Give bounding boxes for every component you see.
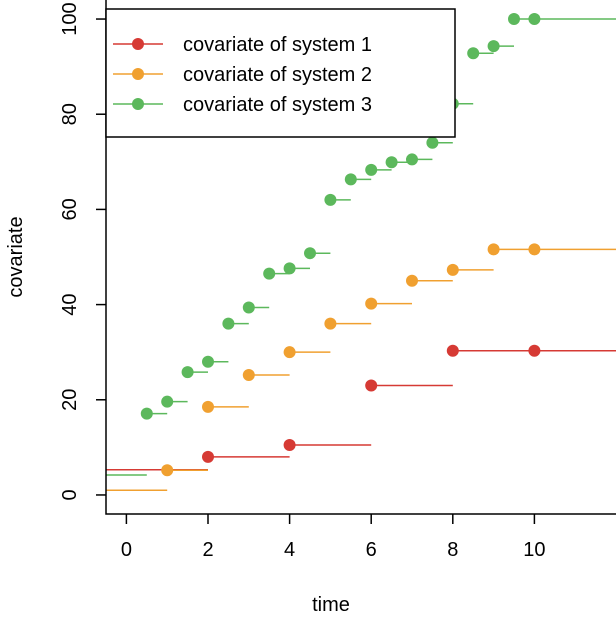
data-point [487,40,500,53]
data-point [202,450,214,463]
data-point [222,317,235,330]
data-point [528,13,541,26]
data-point [528,243,541,256]
data-point [161,395,174,408]
plot-frame [105,0,616,515]
legend-item: covariate of system 2 [113,64,372,86]
y-tick-label: 0 [59,489,81,500]
x-tick-label: 8 [447,539,458,561]
y-tick-label: 40 [59,293,81,315]
data-point [344,173,357,186]
legend-marker [132,68,144,80]
data-point [446,344,459,357]
series-layer [106,13,616,491]
data-point [202,355,214,368]
x-tick-label: 0 [121,539,132,561]
data-point [426,136,439,149]
legend-item: covariate of system 3 [113,94,372,116]
data-point [242,369,255,382]
legend: covariate of system 1 covariate of system… [105,8,456,138]
data-point [242,301,255,314]
data-point [140,407,153,420]
legend-box [105,8,456,138]
data-point [406,153,418,166]
legend-label: covariate of system 3 [183,94,372,116]
data-point [283,346,296,359]
data-point [181,366,194,379]
data-point [283,262,296,275]
legend-label: covariate of system 1 [183,34,372,56]
legend-item: covariate of system 1 [113,34,372,56]
y-axis-label: covariate [5,216,27,297]
data-point [365,379,378,392]
series-1 [106,344,616,471]
data-point [406,274,418,287]
data-point [202,400,214,413]
legend-marker [132,98,144,110]
data-point [365,163,378,176]
data-point [304,247,316,260]
data-point [283,438,296,451]
data-point [467,47,480,60]
data-point [161,464,174,477]
x-tick-label: 4 [284,539,295,561]
x-tick-label: 2 [202,539,213,561]
data-point [263,267,276,280]
legend-label: covariate of system 2 [183,64,372,86]
data-point [508,13,520,26]
series-3 [106,13,616,476]
data-point [528,344,541,357]
y-tick-label: 80 [59,103,81,125]
data-point [487,243,500,256]
x-tick-label: 10 [523,539,545,561]
y-tick-label: 20 [59,389,81,411]
x-tick-label: 6 [366,539,377,561]
data-point [324,317,337,330]
data-point [324,193,337,206]
data-point [365,297,378,310]
legend-marker [132,38,144,50]
data-point [446,263,459,276]
x-axis-label: time [312,594,350,616]
data-point [385,156,398,169]
series-2 [106,243,616,491]
y-tick-label: 100 [59,2,81,35]
y-tick-label: 60 [59,198,81,220]
